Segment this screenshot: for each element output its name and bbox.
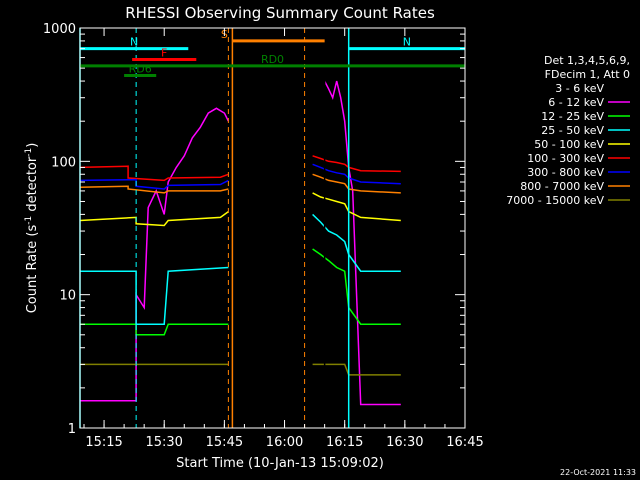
y-tick-label: 10 [59,289,76,304]
x-tick-label: 16:00 [266,435,303,450]
series-line [312,213,401,272]
y-axis-label-part: Count Rate (s [25,225,40,314]
x-tick-label: 15:30 [145,435,182,450]
mode-bar-label: RD6 [129,63,152,76]
x-tick-label: 15:15 [85,435,122,450]
series-line [80,107,230,402]
legend-entry-label: 12 - 25 keV [541,110,604,123]
series-line [139,117,229,366]
x-axis-ticks: 15:15 15:30 15:45 16:00 16:15 16:30 16:45 [83,28,484,450]
series-line [80,266,229,325]
series-line [79,178,229,190]
legend-entry-label: 7000 - 15000 keV [506,194,604,207]
y-axis-label-superscript: -1 [24,148,34,157]
y-axis-label: Count Rate (s-1 detector-1) [24,143,40,314]
mode-bar-label: N [130,36,138,49]
plot-frame [79,27,466,429]
legend-entry-label: 800 - 7000 keV [520,180,604,193]
series-line [323,80,401,406]
y-tick-label: 1000 [43,22,76,37]
series-line [79,185,229,194]
legend-entry-label: 300 - 800 keV [527,166,604,179]
series-line [312,248,401,325]
legend-entry-label: 25 - 50 keV [541,124,604,137]
x-tick-label: 16:15 [326,435,363,450]
y-axis-ticks: 1 10 100 1000 [43,22,465,437]
legend-header: FDecim 1, Att 0 [545,68,630,81]
legend-entry-label: 6 - 12 keV [548,96,604,109]
x-axis-label: Start Time (10-Jan-13 15:09:02) [176,456,384,471]
series-line [312,192,401,222]
legend-entry-label: 50 - 100 keV [534,138,604,151]
series-line [312,173,401,194]
legend-entry-label: 3 - 6 keV [555,82,604,95]
footer-date: 22-Oct-2021 11:33 [560,468,636,477]
y-axis-label-part: detector [25,156,40,216]
series-line [312,155,401,173]
series-line [80,323,229,336]
mode-bar-label: F [161,47,167,60]
legend-header: Det 1,3,4,5,6,9, [544,54,630,67]
mode-bar-label: RD0 [261,53,284,66]
y-axis-label-part: ) [25,143,40,148]
series-line [79,165,229,182]
chart-title: RHESSI Observing Summary Count Rates [125,4,435,22]
mode-bar-label: N [403,36,411,49]
x-tick-label: 15:45 [206,435,243,450]
y-tick-label: 100 [51,155,76,170]
x-tick-label: 16:45 [446,435,483,450]
series-line [324,56,362,405]
y-tick-label: 1 [68,422,76,437]
x-tick-label: 16:30 [386,435,423,450]
y-axis-label-superscript: -1 [24,216,34,225]
series-line [312,163,401,185]
legend: Det 1,3,4,5,6,9,FDecim 1, Att 03 - 6 keV… [506,54,630,207]
legend-entry-label: 100 - 300 keV [527,152,604,165]
